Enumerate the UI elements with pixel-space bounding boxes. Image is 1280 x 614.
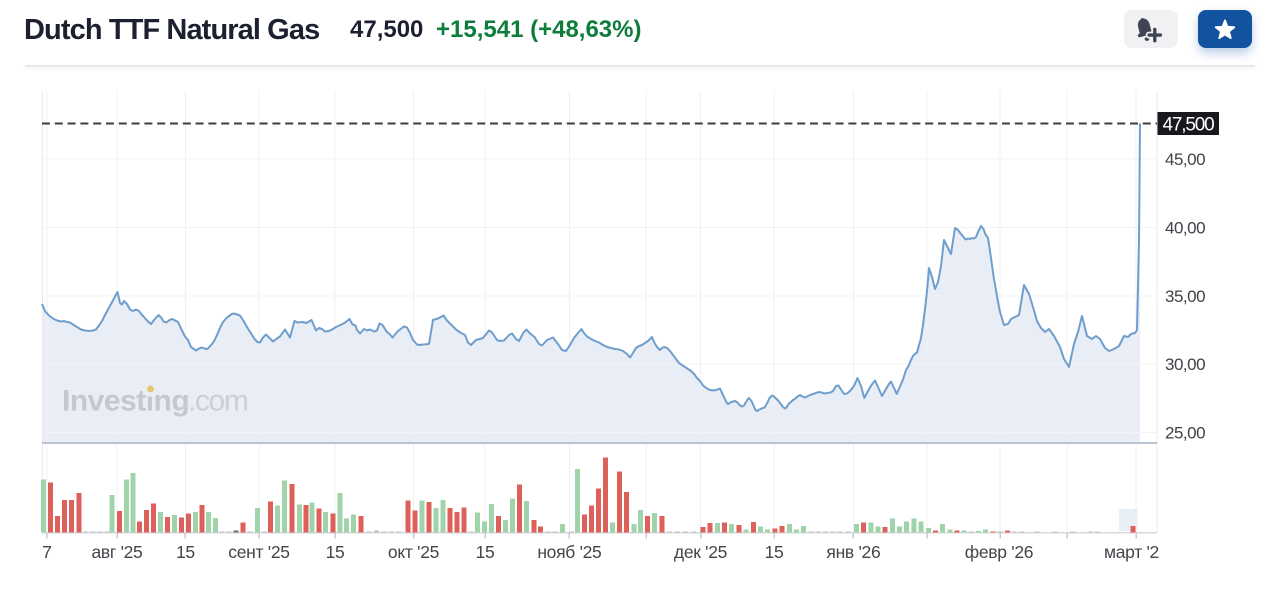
svg-text:.com: .com: [188, 385, 248, 418]
svg-text:47,500: 47,500: [1163, 115, 1215, 136]
svg-text:март '2: март '2: [1104, 542, 1159, 562]
svg-text:15: 15: [765, 542, 784, 562]
svg-text:25,00: 25,00: [1165, 424, 1205, 443]
svg-text:окт '25: окт '25: [388, 542, 439, 562]
svg-text:40,00: 40,00: [1165, 218, 1205, 237]
svg-text:нояб '25: нояб '25: [537, 542, 601, 562]
svg-text:30,00: 30,00: [1165, 355, 1205, 374]
svg-text:авг '25: авг '25: [92, 542, 143, 562]
svg-text:15: 15: [326, 542, 345, 562]
svg-text:сент '25: сент '25: [228, 542, 289, 562]
svg-text:февр '26: февр '26: [965, 542, 1033, 562]
svg-text:15: 15: [476, 542, 495, 562]
svg-text:7: 7: [42, 542, 51, 562]
svg-text:15: 15: [176, 542, 195, 562]
svg-text:45,00: 45,00: [1165, 150, 1205, 169]
svg-text:янв '26: янв '26: [826, 542, 880, 562]
svg-text:35,00: 35,00: [1165, 287, 1205, 306]
svg-text:Investing: Investing: [62, 385, 189, 418]
svg-text:дек '25: дек '25: [674, 542, 727, 562]
